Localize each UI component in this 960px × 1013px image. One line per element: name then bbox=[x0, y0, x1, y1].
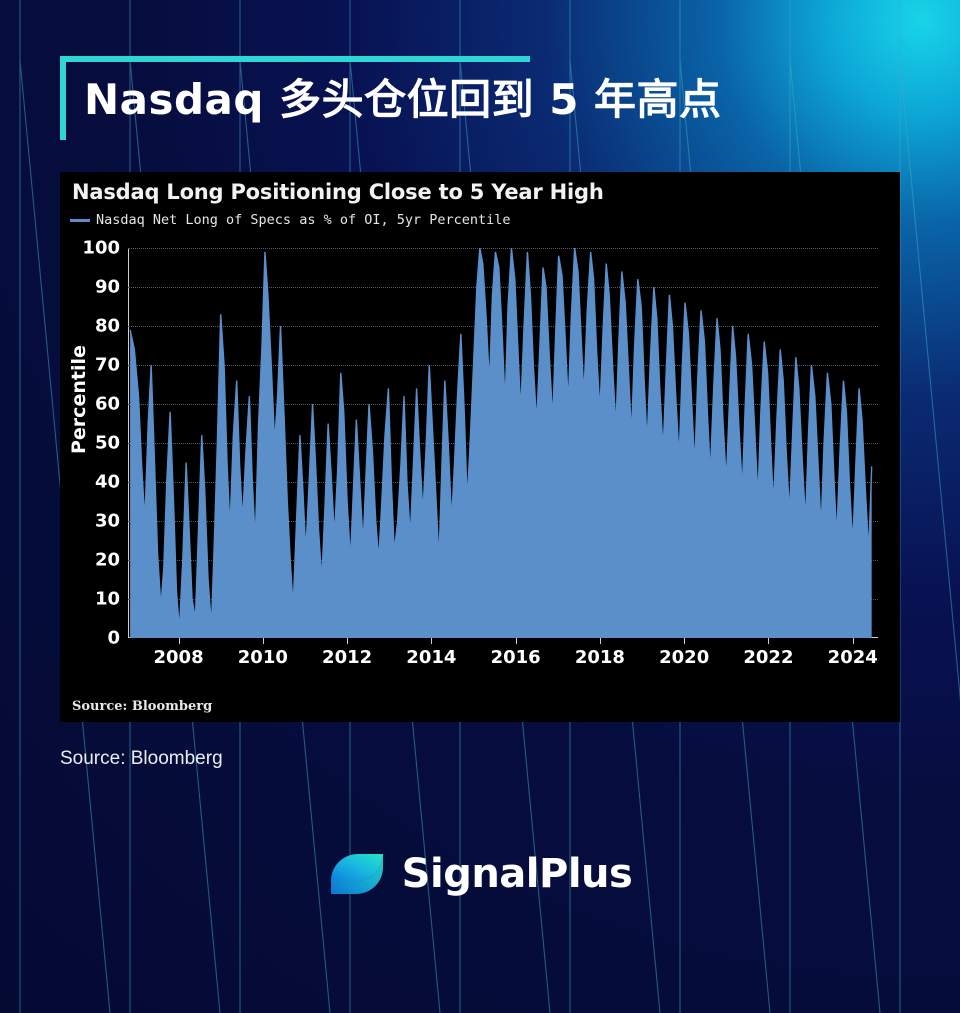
series-area-chart bbox=[129, 248, 873, 638]
x-tick-label: 2016 bbox=[490, 647, 541, 668]
y-tick-label: 60 bbox=[94, 393, 120, 415]
y-tick-label: 100 bbox=[82, 237, 120, 259]
page-title: Nasdaq 多头仓位回到 5 年高点 bbox=[84, 75, 722, 124]
brand-logo: SignalPlus bbox=[0, 848, 960, 900]
x-tick-label: 2008 bbox=[153, 647, 204, 668]
y-tick-label: 90 bbox=[94, 276, 120, 298]
chart-title: Nasdaq Long Positioning Close to 5 Year … bbox=[72, 180, 604, 204]
x-tick-label: 2020 bbox=[659, 647, 710, 668]
chart-legend: Nasdaq Net Long of Specs as % of OI, 5yr… bbox=[70, 212, 511, 228]
y-tick-label: 30 bbox=[94, 510, 120, 532]
y-tick-label: 70 bbox=[94, 354, 120, 376]
y-tick-label: 50 bbox=[94, 432, 120, 454]
y-tick-label: 20 bbox=[94, 549, 120, 571]
source-caption: Source: Bloomberg bbox=[60, 748, 223, 769]
y-axis-label: Percentile bbox=[68, 345, 90, 454]
y-tick-label: 0 bbox=[107, 627, 120, 649]
legend-color-swatch bbox=[70, 218, 90, 222]
title-accent-bar-horizontal bbox=[60, 56, 530, 62]
plot-area: 0 10 20 30 40 50 60 70 80 90 100 2008 2010 2012 2014 2… bbox=[82, 238, 878, 668]
x-tick-label: 2010 bbox=[237, 647, 288, 668]
signalplus-wave-icon bbox=[330, 854, 383, 894]
chart-source-note: Source: Bloomberg bbox=[72, 699, 213, 714]
x-tick-label: 2018 bbox=[574, 647, 625, 668]
x-tick-label: 2012 bbox=[322, 647, 373, 668]
logo-wordmark: SignalPlus bbox=[401, 851, 633, 897]
y-tick-label: 40 bbox=[94, 471, 120, 493]
chart-card: Nasdaq Long Positioning Close to 5 Year … bbox=[60, 172, 900, 722]
x-tick-label: 2024 bbox=[827, 647, 878, 668]
x-tick-label: 2022 bbox=[743, 647, 794, 668]
y-tick-label: 10 bbox=[94, 588, 120, 610]
y-tick-label: 80 bbox=[94, 315, 120, 337]
legend-label: Nasdaq Net Long of Specs as % of OI, 5yr… bbox=[96, 212, 511, 228]
title-accent-bar-vertical bbox=[60, 56, 66, 140]
x-tick-label: 2014 bbox=[406, 647, 457, 668]
